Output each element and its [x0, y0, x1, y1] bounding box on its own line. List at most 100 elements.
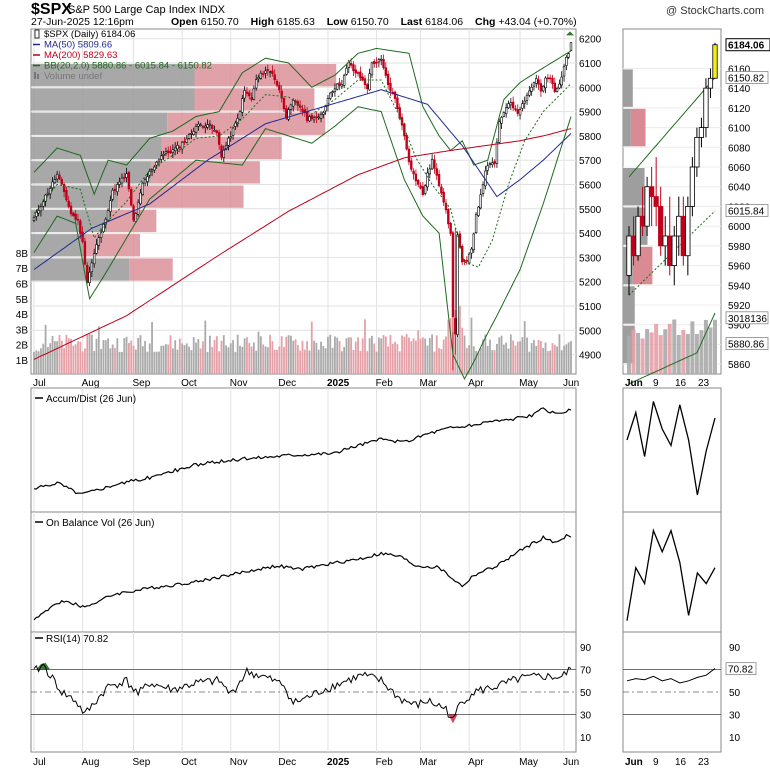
- chg-label: Chg: [475, 16, 496, 28]
- candle-body: [217, 132, 221, 145]
- volume-bar: [530, 343, 533, 374]
- volume-bar: [160, 345, 163, 374]
- candle-body: [366, 84, 369, 90]
- volume-bar: [104, 340, 107, 374]
- candle-body: [106, 210, 110, 221]
- candle-body: [79, 220, 82, 234]
- volume-bar: [377, 337, 380, 374]
- volume-by-price-up-bar: [31, 161, 151, 184]
- candle-body: [412, 170, 415, 175]
- candle-body: [259, 72, 263, 79]
- candle-body: [150, 169, 154, 172]
- volume-bar: [174, 340, 177, 374]
- volume-bar: [250, 346, 253, 374]
- zoom-rsi-frame: [622, 631, 722, 753]
- candle-body: [160, 155, 163, 160]
- zoom-rsi-axis-label: 10: [729, 733, 741, 744]
- candle-body: [324, 106, 327, 112]
- volume-bar: [558, 334, 561, 374]
- volume-bar: [308, 350, 311, 374]
- zoom-price-axis-label: 5860: [728, 360, 751, 371]
- candle-body: [90, 262, 94, 273]
- candle-body: [447, 209, 450, 225]
- price-axis-label: 4900: [579, 351, 602, 362]
- candle-body: [211, 125, 214, 129]
- watermark[interactable]: @ StockCharts.com: [666, 5, 764, 17]
- volume-bar: [306, 341, 309, 374]
- candle-body: [421, 186, 425, 195]
- volume-bar: [33, 351, 35, 374]
- candle-body: [363, 78, 367, 86]
- zoom-accum-dist-line: [626, 401, 716, 496]
- zoom-x-axis-label: 23: [698, 757, 710, 768]
- candle-body: [500, 117, 503, 124]
- zoom-volume-by-price-up-bar: [623, 286, 635, 324]
- candle-body: [463, 260, 466, 262]
- candle-body: [255, 79, 258, 89]
- volume-bar: [371, 335, 373, 374]
- volume-bar: [470, 317, 473, 374]
- volume-swatch-icon: [34, 72, 36, 79]
- volume-bar: [90, 334, 93, 374]
- candle-body: [342, 75, 346, 86]
- zoom-volume-bar: [713, 319, 717, 374]
- volume-by-price-up-bar: [31, 234, 86, 257]
- candle-body: [461, 245, 464, 263]
- volume-by-price-up-bar: [31, 88, 195, 111]
- candle-body: [215, 130, 219, 133]
- candle-body: [116, 184, 119, 193]
- candle-body: [569, 42, 573, 51]
- volume-bar: [81, 351, 84, 374]
- candle-body: [340, 84, 344, 87]
- high-value: 6185.63: [276, 16, 315, 28]
- volume-bar: [354, 341, 357, 374]
- volume-bar: [259, 336, 262, 374]
- volume-bar: [264, 346, 267, 374]
- volume-bar: [118, 351, 121, 374]
- candle-body: [356, 72, 360, 74]
- price-axis-label: 5300: [579, 253, 602, 264]
- volume-bar: [271, 341, 274, 374]
- candle-body: [227, 137, 230, 146]
- rsi-frame: [30, 631, 577, 753]
- candle-body: [525, 94, 529, 101]
- zoom-rsi-value-label: 70.82: [728, 665, 753, 676]
- candle-body: [558, 83, 561, 89]
- zoom-rsi-line: [626, 668, 716, 684]
- candle-body: [308, 116, 311, 122]
- candle-body: [370, 62, 374, 76]
- candle-body: [35, 211, 38, 217]
- volume-axis-label: 3B: [16, 325, 29, 336]
- zoom-volume-bar: [627, 335, 631, 374]
- zoom-rsi-axis-label: 30: [729, 710, 741, 721]
- volume-bar: [493, 350, 496, 374]
- volume-bar: [215, 336, 218, 374]
- volume-bar: [130, 340, 133, 374]
- volume-bar: [563, 345, 565, 374]
- zoom-price-axis-label: 6140: [728, 84, 751, 95]
- volume-bar: [107, 338, 109, 374]
- volume-bar: [391, 343, 394, 374]
- candle-body: [301, 108, 304, 112]
- volume-bar: [347, 337, 350, 374]
- volume-bar: [334, 336, 336, 374]
- candle-body: [157, 159, 161, 163]
- candle-body: [62, 183, 66, 192]
- volume-bar: [456, 310, 459, 374]
- zoom-rsi-value-tag: [725, 662, 757, 676]
- volume-axis-label: 2B: [16, 341, 29, 352]
- candle-body: [197, 123, 200, 127]
- volume-bar: [329, 334, 332, 374]
- volume-bar: [171, 348, 174, 374]
- price-axis-label: 5000: [579, 326, 602, 337]
- volume-bar: [132, 345, 135, 374]
- candle-body: [315, 116, 318, 118]
- volume-bar: [549, 350, 552, 374]
- volume-bar: [225, 345, 228, 374]
- candle-body: [419, 185, 422, 189]
- candle-body: [141, 182, 144, 196]
- volume-bar: [49, 343, 52, 374]
- volume-bar: [222, 335, 225, 374]
- zoom-panel: 5860588059005920594059605980600060206040…: [622, 28, 770, 768]
- candle-body: [375, 61, 378, 64]
